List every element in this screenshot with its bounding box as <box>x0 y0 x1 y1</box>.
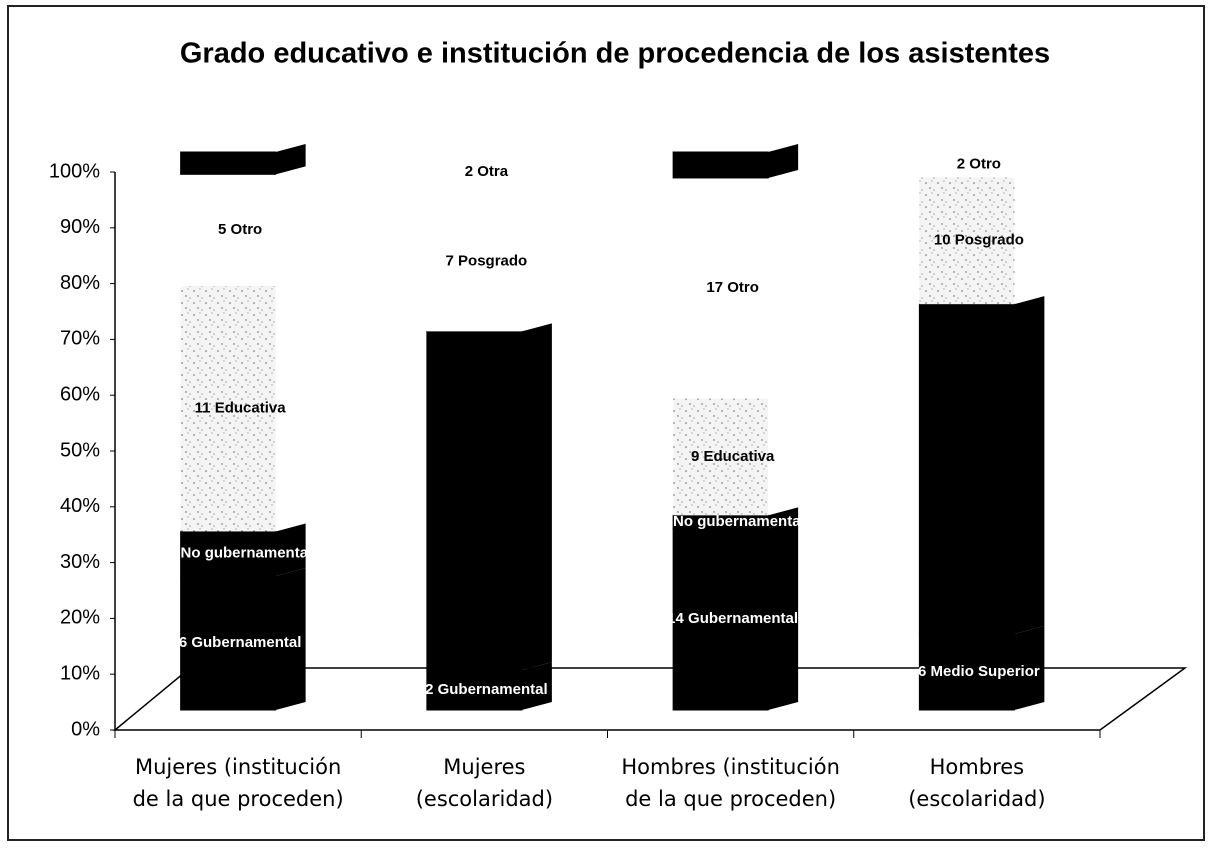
data-label: 1 No gubernamental <box>661 513 805 530</box>
bar-side <box>521 323 552 671</box>
x-tick-label: (escolaridad) <box>416 787 553 811</box>
bar-segment <box>426 152 522 192</box>
bar-side <box>275 568 306 710</box>
y-tick-label: 10% <box>60 662 100 684</box>
data-label: 7 Posgrado <box>446 253 528 270</box>
data-label: 9 Educativa <box>691 448 775 465</box>
data-label: 11 Educativa <box>195 400 287 417</box>
bar-segment <box>919 152 1015 178</box>
bar-segment <box>918 633 1015 711</box>
bar-segment <box>180 151 277 175</box>
bar-side <box>275 144 306 175</box>
data-label: 6 Medio Superior <box>918 663 1040 680</box>
data-label: 2 Gubernamental <box>425 681 548 698</box>
data-label: 14 Gubernamental <box>667 610 798 627</box>
floor <box>112 667 1188 731</box>
bar-side <box>1014 296 1045 634</box>
x-tick-label: Hombres (institución <box>621 755 840 779</box>
bar-segment <box>426 191 522 332</box>
x-tick-label: Hombres <box>930 755 1024 779</box>
x-tick-label: Mujeres <box>443 755 525 779</box>
y-tick-label: 0% <box>71 718 100 740</box>
bar-segment <box>180 530 277 577</box>
bar-segment <box>919 177 1015 305</box>
bar-side <box>521 662 552 710</box>
data-label: 2 No gubernamental <box>168 545 312 562</box>
y-tick-label: 80% <box>60 272 100 294</box>
y-tick-label: 100% <box>49 160 100 182</box>
x-tick-label: (escolaridad) <box>908 787 1045 811</box>
bar-side <box>275 523 306 577</box>
data-label: 2 Otra <box>465 163 509 180</box>
y-tick-label: 70% <box>60 328 100 350</box>
bar-segment <box>673 177 769 399</box>
chart-title: Grado educativo e institución de procede… <box>180 38 1050 70</box>
x-tick-label: de la que proceden) <box>625 787 836 811</box>
bar-segment <box>918 303 1015 635</box>
data-label: 5 Otro <box>218 221 262 238</box>
bar-side <box>768 144 799 178</box>
y-tick-label: 20% <box>60 607 100 629</box>
y-tick-label: 90% <box>60 216 100 238</box>
bar-segment <box>180 174 276 286</box>
data-label: 6 Gubernamental <box>179 634 302 651</box>
bar-segment <box>426 330 523 671</box>
bar-side <box>768 507 799 529</box>
y-tick-label: 50% <box>60 439 100 461</box>
bar-segment <box>180 285 276 532</box>
y-tick-label: 40% <box>60 495 100 517</box>
data-label: 2 Otro <box>957 156 1001 173</box>
bar-segment <box>672 151 769 179</box>
bar-segment <box>672 527 769 711</box>
data-label: 17 Otro <box>706 279 759 296</box>
bar-side <box>1014 625 1045 710</box>
x-tick-label: Mujeres (institución <box>135 755 341 779</box>
y-tick-label: 60% <box>60 383 100 405</box>
bar-side <box>768 520 799 710</box>
data-label: 10 Posgrado <box>934 232 1024 249</box>
bar-segment <box>673 398 769 516</box>
x-tick-label: de la que proceden) <box>133 787 344 811</box>
y-tick-label: 30% <box>60 551 100 573</box>
